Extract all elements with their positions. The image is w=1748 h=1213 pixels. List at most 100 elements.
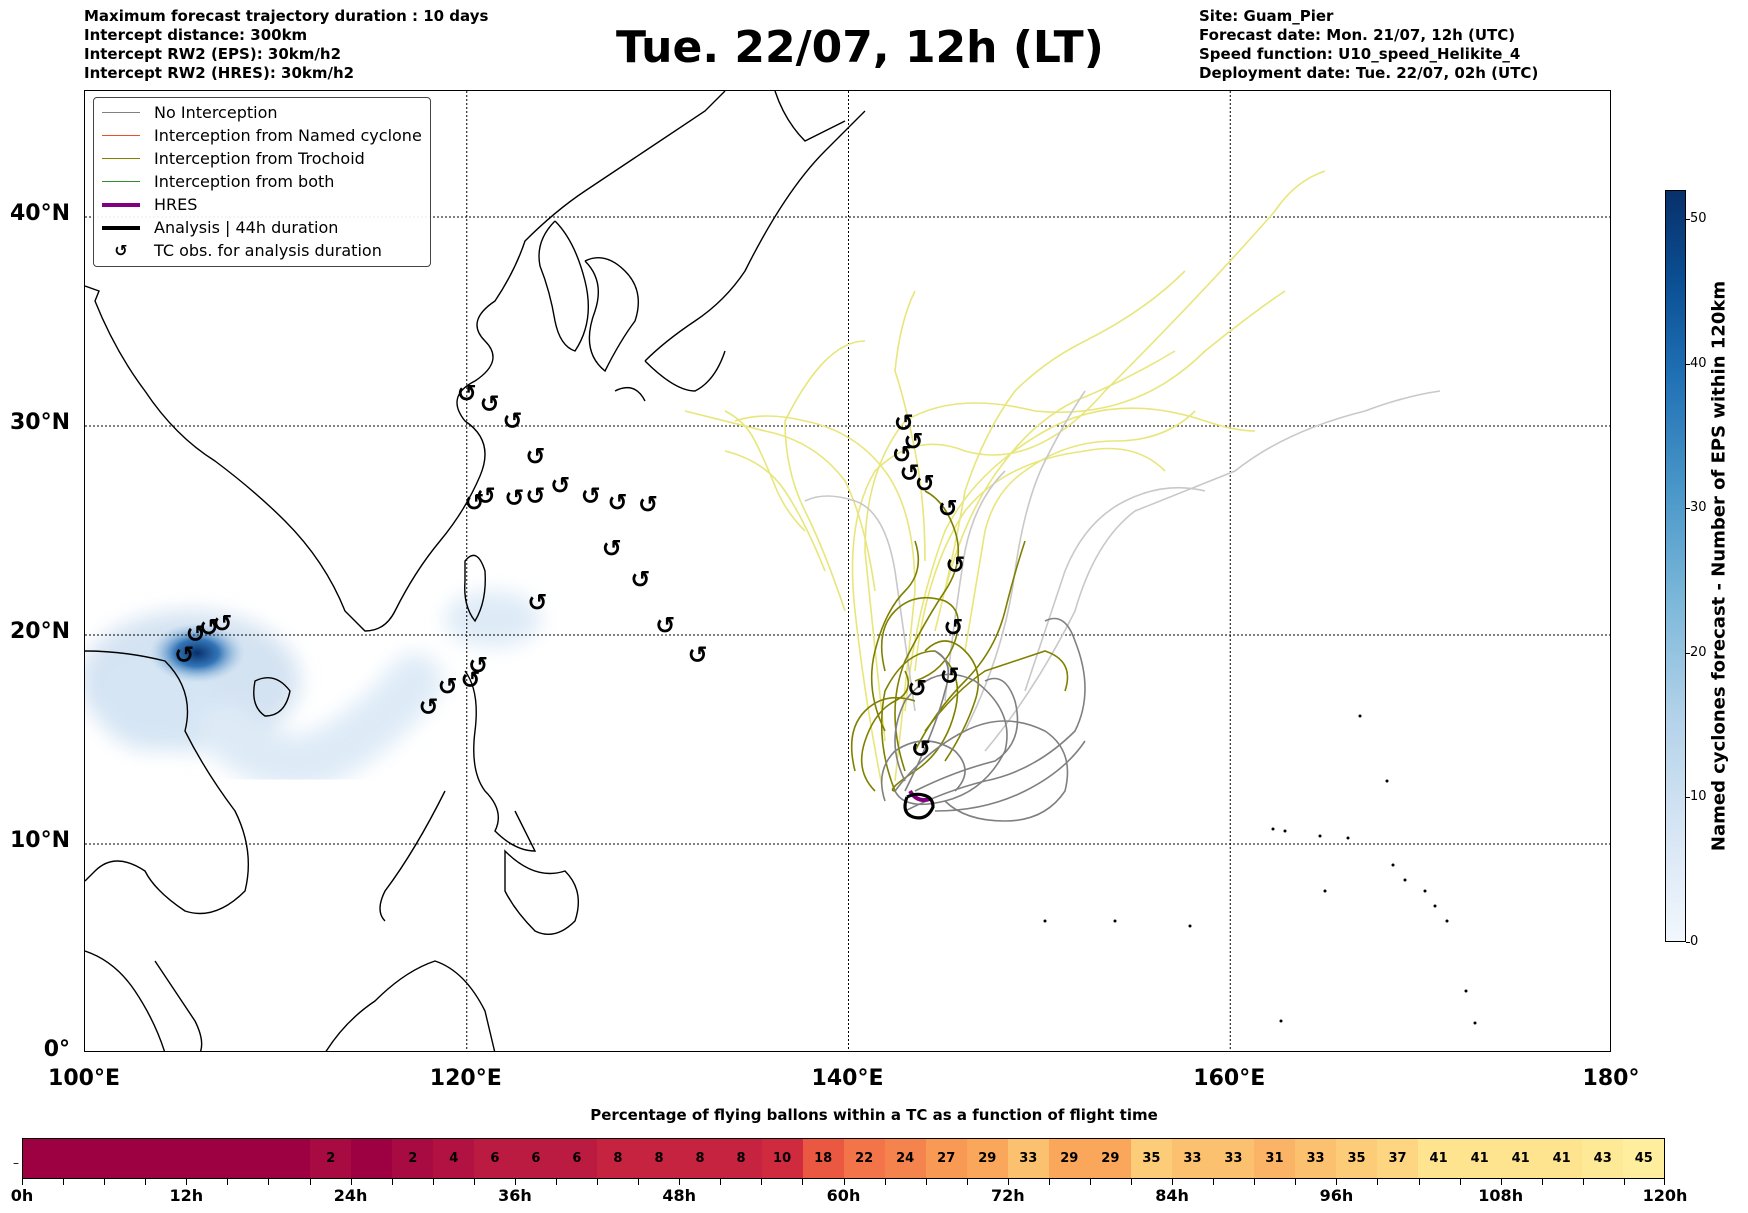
colorbar-tickmark xyxy=(1686,942,1690,943)
flight-time-tickmark xyxy=(145,1179,147,1185)
colorbar-cell: 6 xyxy=(556,1139,598,1178)
colorbar-tick-label: 0 xyxy=(1690,934,1699,949)
legend-item: Analysis | 44h duration xyxy=(102,216,338,239)
colorbar-cell: 41 xyxy=(1418,1139,1460,1178)
colorbar-cell: 8 xyxy=(679,1139,721,1178)
colorbar-cell: 29 xyxy=(966,1139,1008,1178)
tc-obs-icon: ↺ xyxy=(894,409,914,437)
colorbar-cell xyxy=(146,1139,188,1178)
flight-time-tickmark xyxy=(597,1179,599,1185)
flight-time-tickmark xyxy=(63,1179,65,1185)
tc-obs-icon: ↺ xyxy=(457,380,477,408)
map-canvas: ↺↺↺↺↺↺ ↺↺↺↺ ↺ ↺ ↺ ↺ ↺ ↺↺ ↺↺↺↺↺↺↺↺↺↺↺↺↺↺↺↺↺↺↺ xyxy=(85,91,1610,1051)
flight-time-tickmark xyxy=(1295,1179,1297,1185)
colorbar-cell: 29 xyxy=(1048,1139,1090,1178)
title-text: Tue. 22/07, 12h (LT) xyxy=(616,22,1104,73)
colorbar-cell xyxy=(23,1139,65,1178)
flight-time-tickmark xyxy=(1048,1179,1050,1185)
flight-time-tick-label: 12h xyxy=(169,1186,204,1205)
longitude-label: 140°E xyxy=(811,1066,884,1091)
colorbar-cell xyxy=(187,1139,229,1178)
flight-time-tickmark xyxy=(884,1179,886,1185)
eps-density-core xyxy=(149,623,245,683)
flight-time-tick-label: 0h xyxy=(10,1186,34,1205)
tc-obs-icon: ↺ xyxy=(907,674,927,702)
flight-time-tickmark xyxy=(391,1179,393,1185)
colorbar-label: Named cyclones forecast - Number of EPS … xyxy=(1708,280,1730,852)
flight-time-tick-label: 48h xyxy=(662,1186,697,1205)
colorbar-tickmark xyxy=(1686,797,1690,799)
latitude-label: 40°N xyxy=(9,201,70,226)
colorbar-cell: 43 xyxy=(1582,1139,1624,1178)
latitude-label: 10°N xyxy=(9,828,70,853)
flight-time-tick-label: 24h xyxy=(333,1186,368,1205)
analysis-trajectory xyxy=(903,792,935,820)
flight-time-tickmark xyxy=(843,1179,845,1185)
eps-trajectories-grey xyxy=(804,390,1441,752)
flight-time-tickmark xyxy=(514,1179,516,1185)
flight-time-tick-label: 108h xyxy=(1478,1186,1524,1205)
tc-obs-icon: ↺ xyxy=(550,472,570,500)
flight-time-tickmark xyxy=(1377,1179,1379,1185)
flight-time-tickmark xyxy=(1254,1179,1256,1185)
tc-obs-icon: ↺ xyxy=(892,440,912,468)
eps-trajectories-yellow xyxy=(684,170,1326,787)
colorbar-cell: 29 xyxy=(1089,1139,1131,1178)
named-cyclone-colorbar xyxy=(1665,190,1686,942)
colorbar-cell: 4 xyxy=(433,1139,475,1178)
colorbar-dash: – xyxy=(13,1156,19,1170)
tc-obs-icon: ↺ xyxy=(940,662,960,690)
latitude-label: 20°N xyxy=(9,619,70,644)
tc-obs-icon: ↺ xyxy=(174,641,194,669)
legend-label: Interception from both xyxy=(154,172,335,191)
tc-obs-icon: ↺ xyxy=(464,488,484,516)
colorbar-tick-label: 40 xyxy=(1690,355,1707,371)
flight-time-tickmark xyxy=(1664,1179,1665,1185)
legend-item: Interception from both xyxy=(102,170,334,193)
legend-label: Interception from Trochoid xyxy=(154,149,365,168)
colorbar-cell: 6 xyxy=(474,1139,516,1178)
colorbar-cell: 8 xyxy=(597,1139,639,1178)
flight-time-tickmark xyxy=(638,1179,640,1185)
legend-line-swatch xyxy=(102,225,140,230)
legend-label: TC obs. for analysis duration xyxy=(154,241,382,260)
flight-time-tick-label: 60h xyxy=(826,1186,861,1205)
legend-item: Interception from Named cyclone xyxy=(102,124,422,147)
param-line: Intercept RW2 (HRES): 30km/h2 xyxy=(84,64,355,82)
colorbar-tickmark xyxy=(1686,218,1690,220)
tc-obs-icon: ↺ xyxy=(468,651,488,679)
tc-obs-icon: ↺ xyxy=(943,614,963,642)
colorbar-cell: 33 xyxy=(1294,1139,1336,1178)
legend-line-swatch xyxy=(102,112,140,113)
flight-time-tickmark xyxy=(1541,1179,1543,1185)
flight-time-tickmark xyxy=(720,1179,722,1185)
colorbar-cell: 45 xyxy=(1623,1139,1665,1178)
flight-time-tickmark xyxy=(350,1179,352,1185)
param-line: Intercept distance: 300km xyxy=(84,26,308,44)
colorbar-cell: 33 xyxy=(1171,1139,1213,1178)
colorbar-cell: 18 xyxy=(802,1139,844,1178)
flight-time-colorbar: 2 2 4 6 6 6 8 8 8 8 10 18 22 24 27 29 33 29 29 35 33 33 31 33 35… xyxy=(22,1138,1665,1179)
colorbar-tickmark xyxy=(1686,508,1690,510)
colorbar-cell xyxy=(269,1139,311,1178)
tc-obs-icon: ↺ xyxy=(602,534,622,562)
colorbar-cell: 27 xyxy=(925,1139,967,1178)
tc-obs-icon: ↺ xyxy=(525,482,545,510)
latitude-label: 30°N xyxy=(9,410,70,435)
colorbar-cell xyxy=(64,1139,106,1178)
legend-label: No Interception xyxy=(154,103,278,122)
tc-obs-icon: ↺ xyxy=(438,672,458,700)
flight-time-tickmark xyxy=(1131,1179,1133,1185)
tc-obs-icon: ↺ xyxy=(630,566,650,594)
longitude-label: 120°E xyxy=(429,1066,502,1091)
flight-time-tickmark xyxy=(1500,1179,1502,1185)
tc-obs-icon: ↺ xyxy=(688,641,708,669)
colorbar-cell: 41 xyxy=(1500,1139,1542,1178)
tc-obs-icon: ↺ xyxy=(419,693,439,721)
longitude-label: 100°E xyxy=(48,1066,120,1091)
site-info: Site: Guam_Pier Forecast date: Mon. 21/0… xyxy=(1199,7,1538,83)
flight-time-tickmark xyxy=(227,1179,229,1185)
flight-time-tickmark xyxy=(1336,1179,1338,1185)
colorbar-tick-label: 30 xyxy=(1690,500,1707,516)
legend-item: ↺ TC obs. for analysis duration xyxy=(102,239,382,262)
